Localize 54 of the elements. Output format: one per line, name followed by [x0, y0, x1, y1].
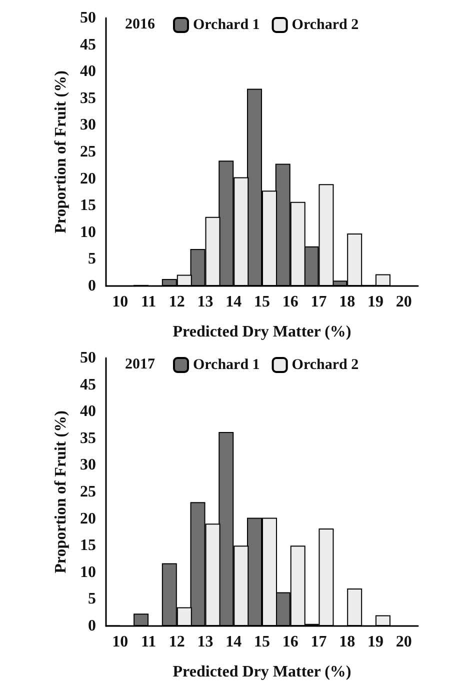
legend-label: Orchard 2	[292, 357, 359, 373]
x-tick-label: 19	[367, 634, 384, 650]
y-tick-label: 5	[88, 250, 96, 268]
x-tick-label: 17	[310, 634, 327, 650]
y-tick-label: 10	[80, 224, 96, 241]
y-tick-label: 35	[80, 430, 96, 447]
y-tick-label: 50	[80, 350, 96, 366]
y-tick-label: 15	[80, 197, 96, 214]
x-axis-title: Predicted Dry Matter (%)	[172, 324, 352, 340]
y-tick-label: 20	[80, 510, 96, 528]
y-tick-label: 35	[80, 90, 96, 107]
x-tick-label: 19	[367, 294, 384, 310]
x-tick-label: 11	[140, 634, 156, 650]
x-tick-label: 16	[282, 634, 298, 650]
legend-label: Orchard 1	[193, 17, 260, 33]
x-tick-label: 13	[197, 634, 214, 650]
x-tick-label: 12	[168, 294, 185, 310]
legend-title: 2016	[125, 16, 156, 32]
x-tick-label: 13	[197, 294, 214, 310]
x-tick-label: 14	[226, 294, 242, 310]
legend-label: Orchard 1	[193, 357, 260, 373]
legend-title: 2017	[125, 356, 156, 372]
y-tick-label: 20	[80, 170, 96, 188]
x-tick-label: 20	[396, 294, 412, 310]
y-tick-label: 45	[80, 376, 96, 394]
x-tick-label: 14	[226, 634, 242, 650]
x-tick-label: 12	[168, 634, 185, 650]
y-tick-label: 30	[80, 116, 96, 134]
y-axis-title: Proportion of Fruit (%)	[52, 70, 70, 234]
x-tick-label: 17	[310, 294, 327, 310]
x-tick-label: 15	[254, 634, 270, 650]
y-tick-label: 45	[80, 36, 96, 54]
x-tick-label: 18	[339, 294, 356, 310]
y-tick-label: 5	[88, 590, 96, 608]
x-tick-label: 18	[339, 634, 356, 650]
y-tick-label: 0	[88, 278, 96, 294]
y-axis-title: Proportion of Fruit (%)	[52, 410, 70, 574]
y-tick-label: 30	[80, 456, 96, 474]
y-tick-label: 40	[80, 403, 96, 420]
x-tick-label: 20	[396, 634, 412, 650]
legend-label: Orchard 2	[292, 17, 359, 33]
x-tick-label: 16	[282, 294, 298, 310]
y-tick-label: 10	[80, 564, 96, 581]
y-tick-label: 15	[80, 537, 96, 554]
x-tick-label: 15	[254, 294, 270, 310]
y-tick-label: 0	[88, 618, 96, 634]
x-tick-label: 11	[140, 294, 156, 310]
x-tick-label: 10	[112, 634, 128, 650]
x-tick-label: 10	[112, 294, 128, 310]
y-tick-label: 50	[80, 10, 96, 26]
y-tick-label: 25	[80, 484, 96, 500]
y-tick-label: 40	[80, 63, 96, 80]
x-axis-title: Predicted Dry Matter (%)	[172, 664, 352, 680]
y-tick-label: 25	[80, 144, 96, 160]
